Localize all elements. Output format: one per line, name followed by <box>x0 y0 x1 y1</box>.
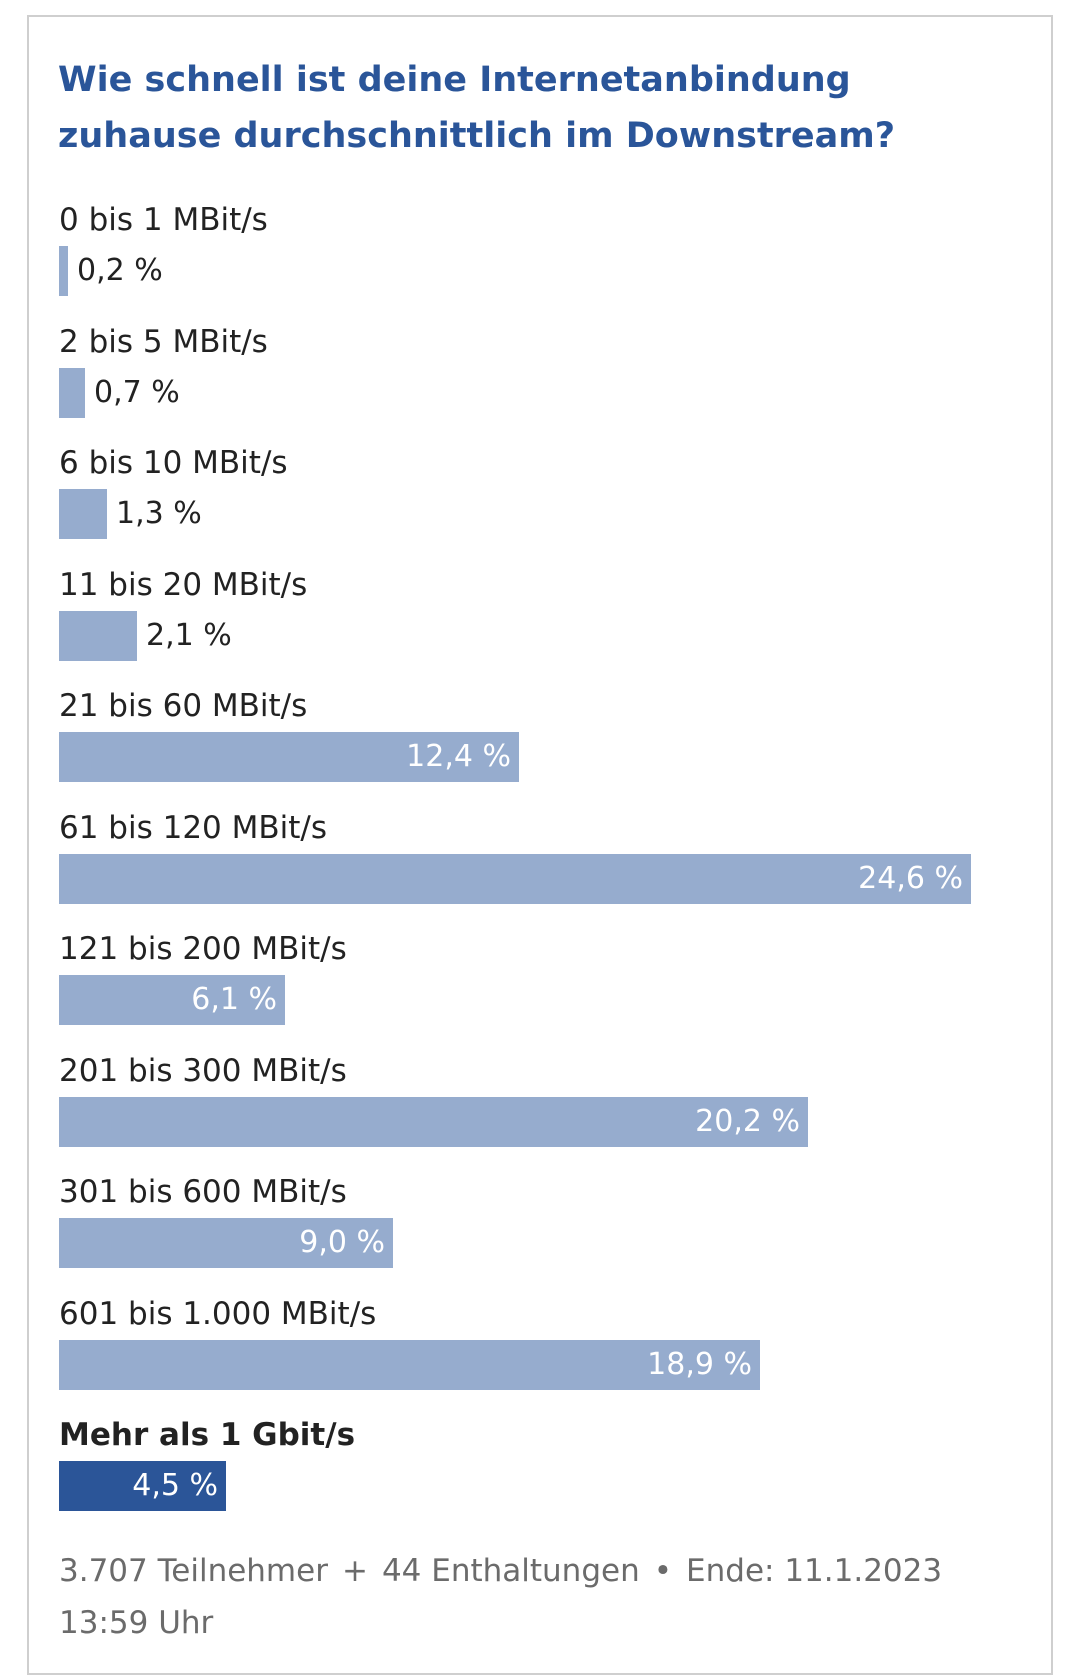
option-label: Mehr als 1 Gbit/s <box>59 1417 356 1453</box>
poll-option: 301 bis 600 MBit/s 9,0 % <box>59 1170 1019 1292</box>
plus-separator: + <box>341 1553 368 1589</box>
result-bar <box>59 489 107 539</box>
percentage-label: 9,0 % <box>299 1225 385 1260</box>
poll-end-date: Ende: 11.1.2023 13:59 Uhr <box>59 1553 943 1641</box>
percentage-label: 12,4 % <box>406 739 511 774</box>
percentage-label: 4,5 % <box>132 1468 218 1503</box>
percentage-label: 18,9 % <box>647 1346 752 1382</box>
result-bar <box>59 853 971 904</box>
result-bar <box>59 246 68 296</box>
poll-option: 2 bis 5 MBit/s 0,7 % <box>59 320 1019 442</box>
poll-question: Wie schnell ist deine Internetanbindung … <box>58 60 896 156</box>
poll-option: 601 bis 1.000 MBit/s 18,9 % <box>59 1292 1019 1414</box>
bullet-separator: • <box>653 1553 673 1589</box>
bar-row: 24,6 % <box>59 853 1019 904</box>
result-bar <box>59 1461 226 1511</box>
option-label: 0 bis 1 MBit/s <box>59 202 268 238</box>
poll-option: 121 bis 200 MBit/s 6,1 % <box>59 927 1019 1049</box>
option-label: 601 bis 1.000 MBit/s <box>59 1295 377 1332</box>
option-label: 301 bis 600 MBit/s <box>59 1174 347 1210</box>
result-bar <box>59 610 137 661</box>
result-bar <box>59 975 285 1025</box>
abstention-count: 44 Enthaltungen <box>381 1553 640 1589</box>
result-bar <box>59 732 519 782</box>
poll-option: 6 bis 10 MBit/s 1,3 % <box>59 441 1019 563</box>
bar-row: 0,7 % <box>59 367 1019 418</box>
bar-row: 6,1 % <box>59 975 1019 1025</box>
option-label: 61 bis 120 MBit/s <box>59 809 327 846</box>
percentage-label: 1,3 % <box>116 496 202 531</box>
option-label: 2 bis 5 MBit/s <box>59 323 268 360</box>
poll-option: Mehr als 1 Gbit/s 4,5 % <box>59 1413 1019 1535</box>
percentage-label: 20,2 % <box>695 1103 800 1139</box>
bar-row: 4,5 % <box>59 1461 1019 1511</box>
result-bar <box>59 1218 393 1268</box>
percentage-label: 0,7 % <box>94 374 180 410</box>
percentage-label: 24,6 % <box>858 860 963 896</box>
option-label: 201 bis 300 MBit/s <box>59 1052 347 1089</box>
bar-row: 0,2 % <box>59 246 1019 296</box>
option-label: 11 bis 20 MBit/s <box>59 566 308 603</box>
bar-row: 9,0 % <box>59 1218 1019 1268</box>
percentage-label: 6,1 % <box>191 982 277 1017</box>
option-label: 6 bis 10 MBit/s <box>59 445 288 481</box>
poll-options: 0 bis 1 MBit/s 0,2 % 2 bis 5 MBit/s 0,7 % 6 … <box>59 198 1019 1535</box>
poll-option: 61 bis 120 MBit/s 24,6 % <box>59 806 1019 928</box>
option-label: 121 bis 200 MBit/s <box>59 931 347 967</box>
percentage-label: 2,1 % <box>146 617 232 653</box>
participant-count: 3.707 Teilnehmer <box>59 1553 328 1589</box>
result-bar <box>59 1339 760 1390</box>
bar-row: 18,9 % <box>59 1339 1019 1390</box>
bar-row: 1,3 % <box>59 489 1019 539</box>
poll-option: 11 bis 20 MBit/s 2,1 % <box>59 563 1019 685</box>
poll-option: 201 bis 300 MBit/s 20,2 % <box>59 1049 1019 1171</box>
bar-row: 20,2 % <box>59 1096 1019 1147</box>
option-label: 21 bis 60 MBit/s <box>59 688 308 724</box>
poll-option: 21 bis 60 MBit/s 12,4 % <box>59 684 1019 806</box>
poll-card <box>27 15 1053 1675</box>
percentage-label: 0,2 % <box>77 253 163 288</box>
result-bar <box>59 1096 808 1147</box>
result-bar <box>59 367 85 418</box>
poll-option: 0 bis 1 MBit/s 0,2 % <box>59 198 1019 320</box>
poll-footer: 3.707 Teilnehmer +44 Enthaltungen • Ende: 1… <box>59 1545 1019 1649</box>
bar-row: 12,4 % <box>59 732 1019 782</box>
bar-row: 2,1 % <box>59 610 1019 661</box>
